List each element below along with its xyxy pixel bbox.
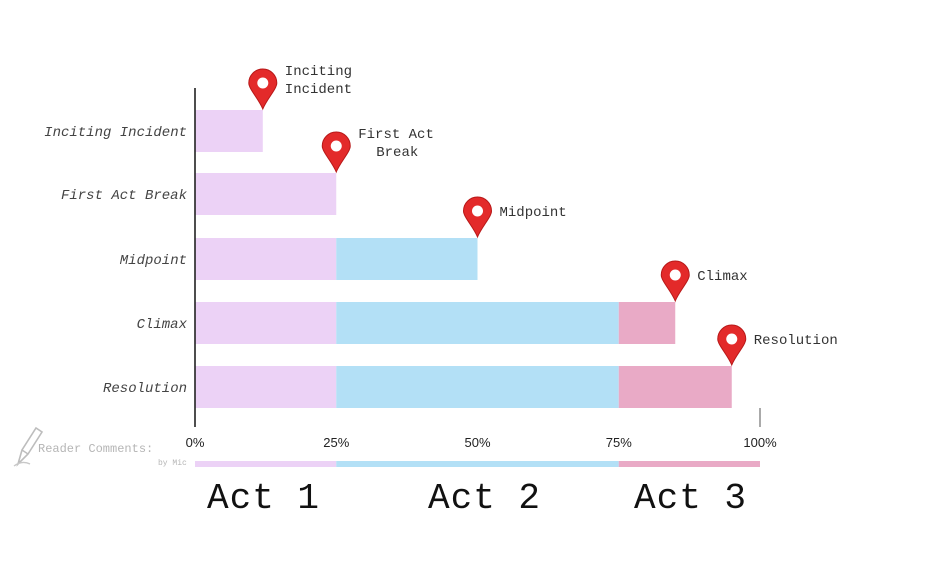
bar-segment [195, 238, 337, 280]
pin-body [462, 196, 493, 239]
map-pin-icon [660, 260, 690, 303]
y-tick-label: First Act Break [61, 188, 188, 204]
pin-body [321, 131, 351, 174]
marker-label: Resolution [754, 333, 838, 349]
y-tick-label: Midpoint [120, 253, 187, 269]
x-tick-label: 25% [323, 435, 349, 450]
bar-segment [618, 366, 732, 408]
map-pin-icon [717, 324, 747, 367]
watermark-byline: by Mic [158, 459, 187, 468]
bar-segment [195, 173, 337, 215]
marker-label: Break [376, 145, 418, 161]
pin-hole [726, 333, 738, 345]
x-tick-label: 50% [464, 435, 490, 450]
pin-hole [330, 140, 342, 152]
bar-segment [336, 238, 478, 280]
pen-icon [13, 426, 44, 467]
x-tick-label: 75% [606, 435, 632, 450]
marker-label: Midpoint [500, 205, 567, 221]
map-pin-icon [321, 131, 351, 174]
act-band [618, 461, 760, 467]
map-pin-icon [248, 68, 278, 111]
marker-label: Inciting [285, 64, 352, 80]
act-band [195, 461, 337, 467]
watermark-text: Reader Comments: [38, 442, 154, 456]
bar-segment [336, 366, 619, 408]
y-tick-label: Climax [137, 317, 188, 333]
pin-body [717, 324, 747, 367]
marker-label: First Act [358, 127, 434, 143]
y-tick-label: Inciting Incident [44, 125, 187, 141]
bar-segment [195, 366, 337, 408]
pin-body [248, 68, 278, 111]
pin-hole [472, 205, 483, 217]
pin-body [660, 260, 690, 303]
watermark: Reader Comments: by Mic [12, 424, 187, 472]
bar-segment [336, 302, 619, 344]
bar-segment [195, 110, 263, 152]
act-label: Act 2 [428, 478, 542, 519]
bar-segment [195, 302, 337, 344]
pin-hole [669, 269, 681, 281]
x-tick-label: 0% [186, 435, 205, 450]
bar-segment [618, 302, 676, 344]
marker-label: Incident [285, 82, 352, 98]
y-tick-label: Resolution [103, 381, 187, 397]
x-tick-label: 100% [743, 435, 777, 450]
act-label: Act 3 [634, 478, 748, 519]
act-band [336, 461, 619, 467]
map-pin-icon [462, 196, 493, 239]
marker-label: Climax [697, 269, 747, 285]
act-label: Act 1 [207, 478, 321, 519]
pin-hole [257, 77, 269, 89]
